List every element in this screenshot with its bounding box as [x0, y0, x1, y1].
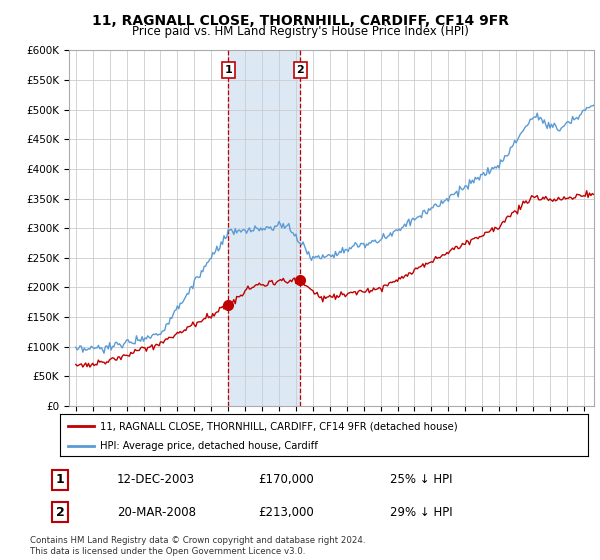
Text: 29% ↓ HPI: 29% ↓ HPI: [390, 506, 452, 519]
Text: 20-MAR-2008: 20-MAR-2008: [117, 506, 196, 519]
Text: 1: 1: [224, 65, 232, 75]
Text: 2: 2: [56, 506, 64, 519]
Text: 12-DEC-2003: 12-DEC-2003: [117, 473, 195, 487]
Text: Contains HM Land Registry data © Crown copyright and database right 2024.
This d: Contains HM Land Registry data © Crown c…: [30, 536, 365, 556]
Text: 25% ↓ HPI: 25% ↓ HPI: [390, 473, 452, 487]
Text: 2: 2: [296, 65, 304, 75]
Text: £170,000: £170,000: [258, 473, 314, 487]
Text: HPI: Average price, detached house, Cardiff: HPI: Average price, detached house, Card…: [100, 441, 317, 451]
Text: £213,000: £213,000: [258, 506, 314, 519]
Text: 11, RAGNALL CLOSE, THORNHILL, CARDIFF, CF14 9FR (detached house): 11, RAGNALL CLOSE, THORNHILL, CARDIFF, C…: [100, 421, 457, 431]
Text: 1: 1: [56, 473, 64, 487]
Bar: [228, 50, 300, 406]
Text: 11, RAGNALL CLOSE, THORNHILL, CARDIFF, CF14 9FR: 11, RAGNALL CLOSE, THORNHILL, CARDIFF, C…: [91, 14, 509, 28]
Text: Price paid vs. HM Land Registry's House Price Index (HPI): Price paid vs. HM Land Registry's House …: [131, 25, 469, 38]
